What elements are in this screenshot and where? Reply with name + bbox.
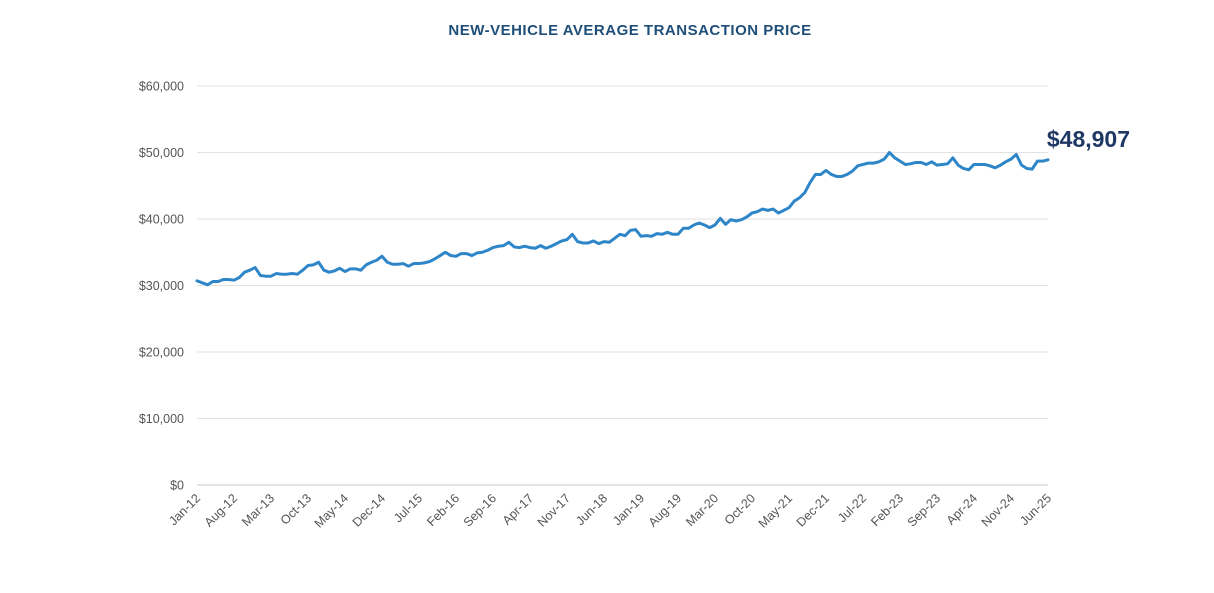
x-tick-label: Feb-23 <box>868 491 906 529</box>
x-tick-label: May-21 <box>756 491 795 530</box>
x-tick-label: Oct-20 <box>722 491 758 527</box>
series-line <box>195 151 1050 287</box>
x-tick-label: Jul-22 <box>835 491 869 525</box>
end-value-label: $48,907 <box>1047 126 1130 152</box>
x-tick-label: Dec-14 <box>350 491 388 529</box>
x-tick-label: Sep-16 <box>461 491 499 529</box>
y-tick-label: $10,000 <box>139 412 184 426</box>
y-tick-label: $20,000 <box>139 346 184 360</box>
x-tick-label: Mar-20 <box>683 491 721 529</box>
y-axis-ticks: $0 $10,000 $20,000 $30,000 $40,000 $50,000 $60… <box>139 80 184 493</box>
x-tick-label: Feb-16 <box>424 491 462 529</box>
series-group <box>195 151 1050 287</box>
x-tick-label: Jun-18 <box>573 491 610 528</box>
x-tick-label: Jan-19 <box>610 491 647 528</box>
x-tick-label: Nov-17 <box>535 491 573 529</box>
x-tick-label: Apr-17 <box>500 491 536 527</box>
y-tick-label: $60,000 <box>139 80 184 94</box>
x-tick-label: Aug-19 <box>646 491 684 529</box>
x-tick-label: Oct-13 <box>278 491 314 527</box>
y-tick-label: $40,000 <box>139 213 184 227</box>
x-tick-label: Jul-15 <box>391 491 425 525</box>
x-tick-label: Mar-13 <box>239 491 277 529</box>
y-tick-label: $50,000 <box>139 146 184 160</box>
x-tick-label: Sep-23 <box>905 491 943 529</box>
x-tick-label: May-14 <box>312 491 351 530</box>
chart-title: NEW-VEHICLE AVERAGE TRANSACTION PRICE <box>448 22 812 39</box>
x-tick-label: Nov-24 <box>979 491 1017 529</box>
x-tick-label: Aug-12 <box>202 491 240 529</box>
gridlines <box>197 85 1048 486</box>
x-tick-label: Jun-25 <box>1017 491 1054 528</box>
y-tick-label: $0 <box>170 479 184 493</box>
y-tick-label: $30,000 <box>139 279 184 293</box>
x-tick-label: Jan-12 <box>166 491 203 528</box>
x-tick-label: Dec-21 <box>794 491 832 529</box>
x-tick-label: Apr-24 <box>944 491 980 527</box>
